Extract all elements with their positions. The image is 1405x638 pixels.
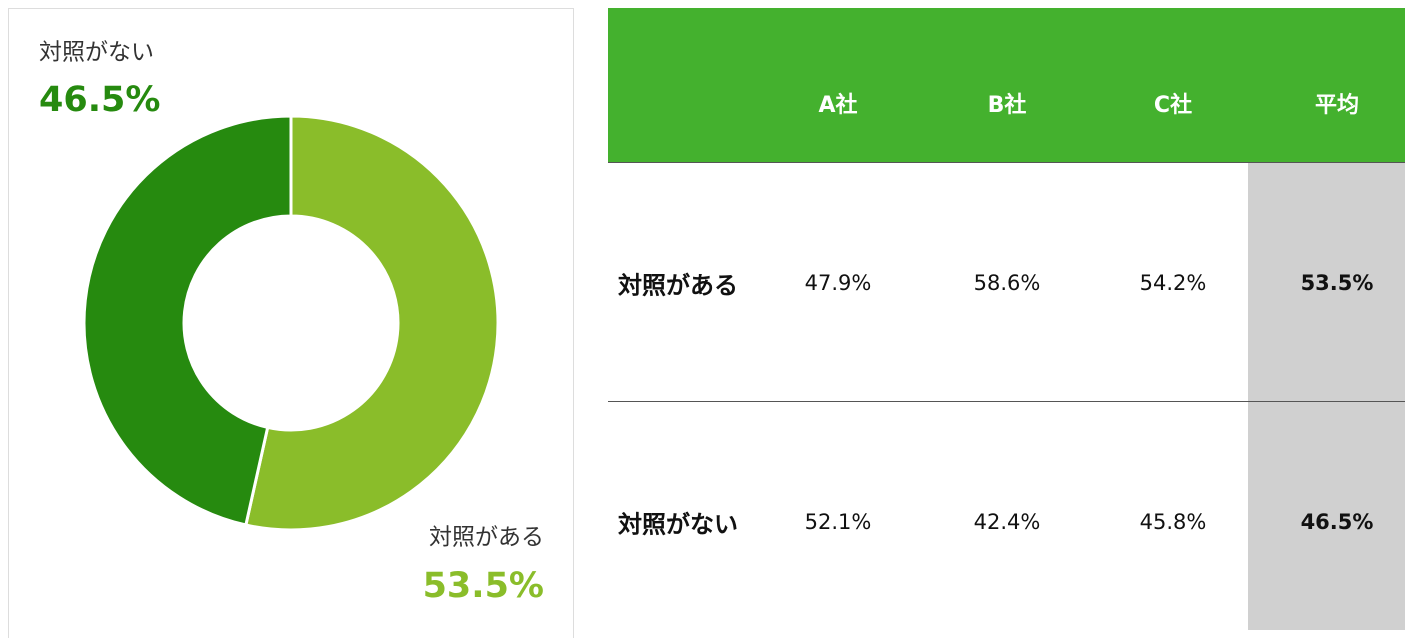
donut-slice (244, 114, 500, 532)
table-cell: 52.1% (804, 510, 872, 534)
slice-label: 対照がある (429, 525, 544, 551)
row-label: 対照がある (618, 271, 738, 300)
row-divider (608, 162, 1405, 163)
average-column (1248, 162, 1405, 630)
table-cell: 47.9% (804, 271, 872, 295)
row-divider (608, 401, 1405, 402)
column-header: C社 (1153, 93, 1193, 118)
table-cell: 42.4% (973, 510, 1041, 534)
donut-panel: 対照がある 53.5% 対照がない 46.5% (8, 8, 574, 638)
table-header (608, 8, 1405, 162)
column-header: B社 (987, 93, 1027, 118)
table-cell: 53.5% (1300, 271, 1374, 295)
column-header: A社 (818, 93, 858, 118)
slice-value: 53.5% (423, 566, 544, 606)
slice-label: 対照がない (39, 40, 154, 66)
donut-chart: 対照がある 53.5% 対照がない 46.5% (39, 40, 544, 607)
slice-value: 46.5% (39, 80, 160, 120)
table-cell: 45.8% (1139, 510, 1207, 534)
donut-slice (82, 114, 293, 527)
column-header: 平均 (1314, 93, 1360, 118)
table-cell: 58.6% (973, 271, 1041, 295)
table-cell: 54.2% (1139, 271, 1207, 295)
row-label: 対照がない (618, 510, 738, 539)
table-cell: 46.5% (1300, 510, 1374, 534)
data-table: A社 B社 C社 平均対照がある 47.9% 58.6% 54.2% 53.5% 対照がない 52… (608, 8, 1405, 630)
